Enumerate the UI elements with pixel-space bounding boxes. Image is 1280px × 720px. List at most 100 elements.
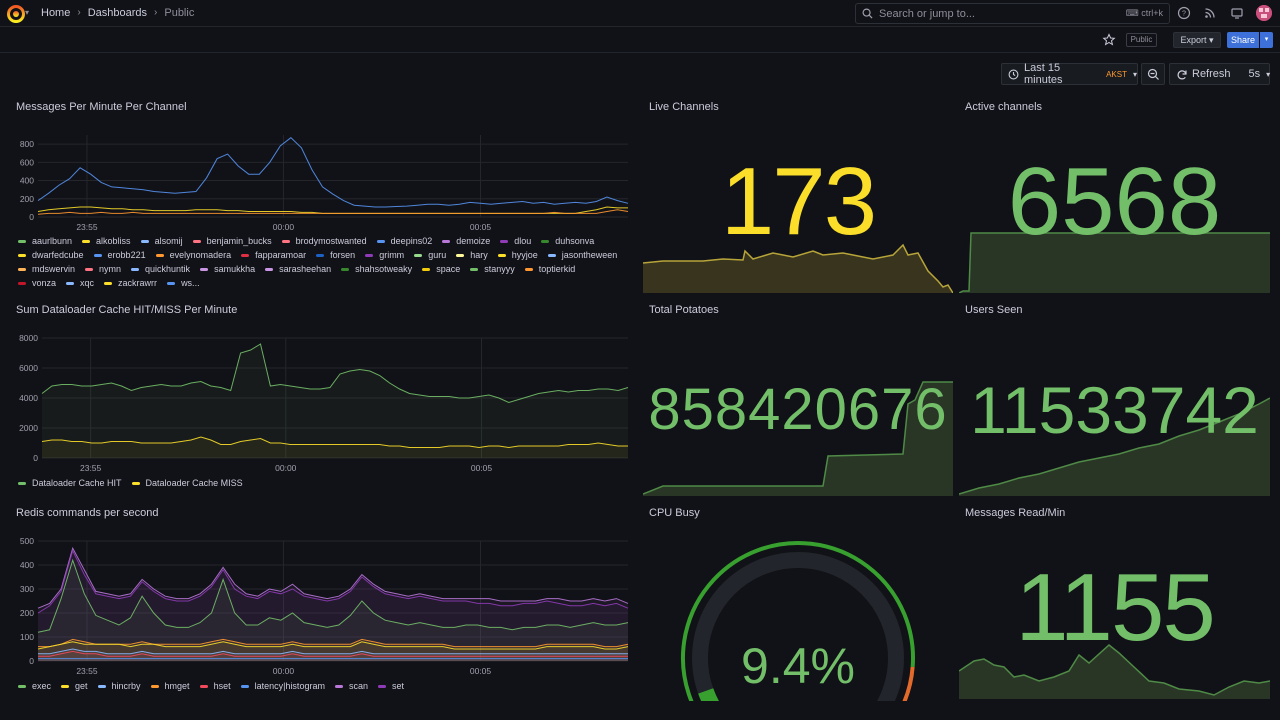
redis-timeseries-chart[interactable]: 0 100 200 300 400 500 23:55 00:00 00:05 [0,531,636,679]
legend-item[interactable]: grimm [365,250,404,260]
zoom-out-button[interactable] [1141,63,1165,85]
panel-title: Messages Read/Min [965,507,1066,519]
rss-icon[interactable] [1203,6,1217,20]
breadcrumb-home[interactable]: Home [41,7,71,19]
legend-item[interactable]: fapparamoar [241,250,306,260]
grafana-logo-icon[interactable] [6,4,26,24]
avatar[interactable] [1256,5,1272,21]
shortcut-text: ctrl+k [1141,8,1163,18]
legend-swatch [131,481,140,485]
search-input[interactable]: Search or jump to... ⌨ ctrl+k [855,3,1170,24]
legend-item[interactable]: scan [334,678,368,694]
legend-swatch [524,267,533,271]
series-line-hset[interactable] [38,650,628,657]
series-area-dataloader-cache-hit [42,344,628,458]
legend-item[interactable]: quickhuntik [131,264,190,274]
legend-label: hmget [164,681,190,691]
legend-swatch [18,253,26,257]
refresh-interval[interactable]: 5s [1248,68,1261,80]
legend-item[interactable]: zackrawrr [104,278,157,288]
legend-item[interactable]: hary [456,250,488,260]
series-line-exec[interactable] [37,558,629,633]
legend-item[interactable]: hmget [150,678,190,694]
legend-item[interactable]: get [61,678,88,694]
legend-swatch [377,684,386,688]
legend-swatch [241,253,250,257]
legend-item[interactable]: exec [18,678,51,694]
dataloader-timeseries-chart[interactable]: 0 2000 4000 6000 8000 23:55 00:00 00:05 [0,328,636,476]
legend-item[interactable]: duhsonva [541,236,594,246]
legend-swatch [376,239,385,243]
x-tick-label: 00:05 [470,222,492,232]
panel-total-potatoes: Total Potatoes 858420676 [643,298,953,496]
help-icon[interactable]: ? [1177,6,1191,20]
legend-item[interactable]: shahsotweaky [341,264,412,274]
export-button[interactable]: Export ▾ [1173,32,1221,48]
legend-item[interactable]: forsen [316,250,355,260]
time-range-picker[interactable]: Last 15 minutes AKST ▾ [1001,62,1138,86]
legend-item[interactable]: nymn [85,264,121,274]
legend-item[interactable]: toptierkid [524,264,576,274]
legend-item[interactable]: evelynomadera [155,250,231,260]
share-options-chevron-icon[interactable]: ▾ [1260,32,1273,48]
y-tick-label: 6000 [19,363,38,373]
legend-item[interactable]: guru [414,250,446,260]
legend-swatch [442,239,451,243]
legend-item[interactable]: vonza [18,278,56,288]
series-line-alkobliss[interactable] [37,209,629,215]
legend-item[interactable]: latency|histogram [240,678,325,694]
legend-item[interactable]: benjamin_bucks [192,236,272,246]
refresh-button[interactable]: Refresh 5s ▾ [1169,63,1270,85]
legend-item[interactable]: hyyjoe [497,250,538,260]
series-line-evelynomadera[interactable] [37,137,629,208]
series-line-set[interactable] [37,549,629,614]
star-icon[interactable] [1102,33,1116,47]
legend-item[interactable]: sarasheehan [265,264,331,274]
y-tick-label: 100 [20,632,34,642]
export-label: Export [1180,35,1207,45]
legend-item[interactable]: xqc [66,278,94,288]
series-line-dataloader-cache-hit[interactable] [41,343,629,404]
y-tick-label: 500 [20,536,34,546]
legend-item[interactable]: hset [199,678,231,694]
legend-item[interactable]: alsomij [140,236,183,246]
legend-label: toptierkid [538,264,576,274]
legend-item[interactable]: dwarfedcube [18,250,84,260]
legend-item[interactable]: brodymostwanted [281,236,367,246]
legend-item[interactable]: hincrby [97,678,141,694]
series-line-aaurlbunn[interactable] [37,206,628,214]
legend-item[interactable]: aaurlbunn [18,236,72,246]
monitor-icon[interactable] [1230,6,1244,20]
zoom-out-icon [1147,68,1159,80]
legend-item[interactable]: deepins02 [376,236,432,246]
chart-legend: aaurlbunn alkobliss alsomij benjamin_bucks b… [18,236,618,288]
chevron-down-icon[interactable]: ▾ [25,8,30,17]
legend-label: Dataloader Cache MISS [145,478,243,488]
legend-item[interactable]: Dataloader Cache MISS [131,475,243,491]
breadcrumb-dashboards[interactable]: Dashboards [87,7,148,19]
legend-item[interactable]: space [422,264,460,274]
legend-label: samukkha [214,264,256,274]
legend-item[interactable]: mdswervin [18,264,75,274]
share-button[interactable]: Share [1227,32,1259,48]
series-line-hmget[interactable] [38,638,629,648]
series-line-dataloader-cache-miss[interactable] [41,436,628,449]
legend-item[interactable]: Dataloader Cache HIT [18,475,122,491]
legend-swatch [456,253,465,257]
legend-item[interactable]: jasontheween [547,250,617,260]
legend-item[interactable]: stanyyy [470,264,515,274]
series-line-get[interactable] [37,641,629,650]
legend-item[interactable]: alkobliss [82,236,131,246]
legend-item[interactable]: samukkha [200,264,255,274]
legend-swatch [18,281,26,285]
panel-messages-per-minute: Messages Per Minute Per Channel 0 200 400 6… [0,95,636,290]
legend-item[interactable]: erobb221 [93,250,146,260]
legend-item[interactable]: demoize [442,236,490,246]
legend-item[interactable]: dlou [500,236,531,246]
series-line-hincrby[interactable] [38,648,628,655]
legend-item[interactable]: ws... [167,278,200,288]
legend-item[interactable]: set [377,678,404,694]
chevron-right-icon: › [154,7,158,18]
messages-timeseries-chart[interactable]: 0 200 400 600 800 23:55 00:00 00:05 [0,125,636,235]
series-line-scan[interactable] [37,546,629,609]
